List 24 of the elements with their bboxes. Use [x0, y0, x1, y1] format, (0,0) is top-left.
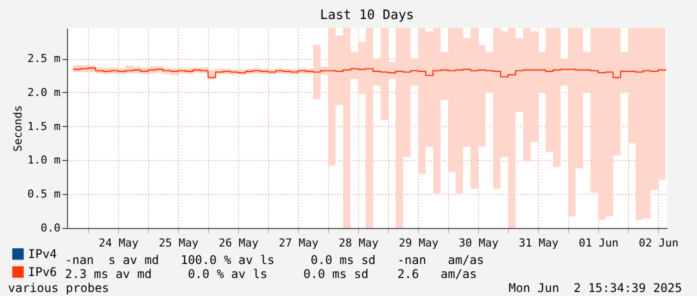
- x-tick-label: 26 May: [218, 236, 259, 250]
- y-tick-label: 0.5 m: [27, 188, 61, 201]
- x-tick-label: 28 May: [338, 236, 379, 250]
- x-tick-label: 02 Jun: [638, 236, 678, 250]
- x-tick-label: 27 May: [278, 236, 319, 250]
- y-tick-label: 1.5 m: [27, 120, 61, 133]
- y-tick-label: 1.0 m: [27, 154, 61, 167]
- legend-label: IPv4: [28, 247, 57, 261]
- y-tick-label: 2.0 m: [27, 86, 61, 99]
- text: various probes: [8, 281, 110, 295]
- x-tick-label: 01 Jun: [578, 236, 618, 250]
- y-tick-label: 0.0: [40, 222, 60, 234]
- y-tick-label: 2.5 m: [27, 52, 61, 66]
- x-tick-label: 30 May: [458, 236, 499, 250]
- text: -nan s av md 100.0 % av ls 0.0 ms sd -nan am/as: [65, 253, 484, 267]
- text: Mon Jun 2 15:34:39 2025: [508, 281, 682, 295]
- x-tick-label: 29 May: [398, 236, 439, 250]
- chart-title: Last 10 Days: [320, 8, 414, 23]
- y-axis-title: Seconds: [11, 105, 24, 152]
- text: 2.3 ms av md 0.0 % av ls 0.0 ms sd 2.6 am/as: [65, 267, 477, 281]
- x-tick-label: 31 May: [518, 236, 559, 250]
- x-tick-label: 24 May: [98, 236, 139, 250]
- x-tick-label: 25 May: [158, 236, 199, 250]
- legend-label: IPv6: [28, 265, 57, 279]
